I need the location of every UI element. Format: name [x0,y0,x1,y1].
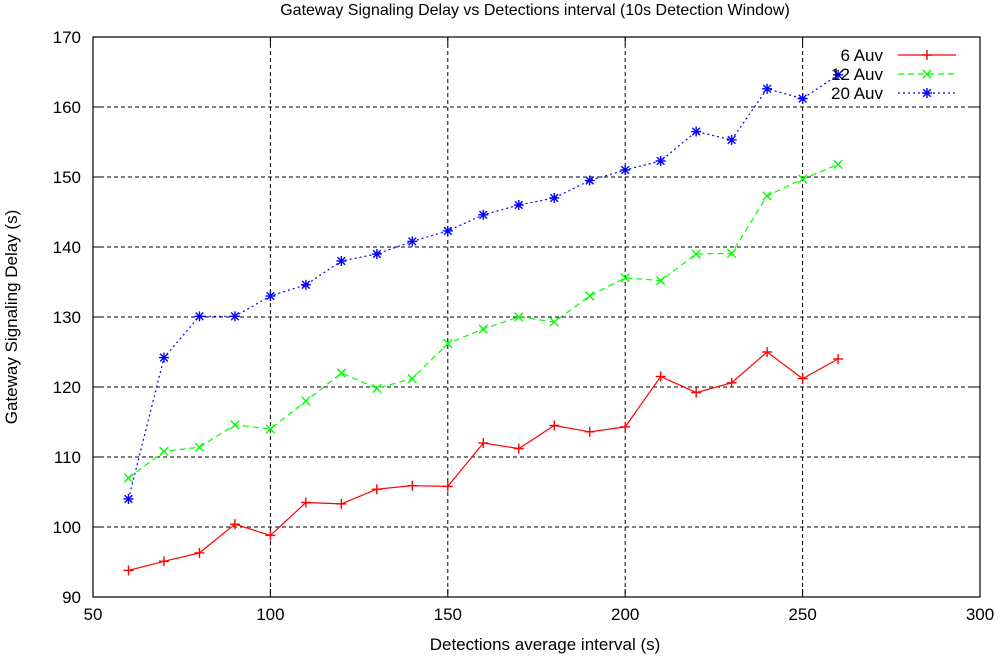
data-point-20-auv [797,93,808,104]
data-point-6-auv [833,354,844,364]
data-point-6-auv [549,420,560,431]
data-point-20-auv [549,193,560,203]
data-point-6-auv [371,484,382,495]
data-point-20-auv [229,311,240,322]
x-tick-label: 250 [788,605,816,624]
y-tick-label: 130 [53,308,81,327]
data-point-6-auv [797,373,808,384]
data-point-6-auv [194,547,205,558]
data-point-6-auv [229,519,240,530]
data-point-12-auv [549,317,559,327]
data-point-12-auv [833,159,843,170]
data-point-20-auv [336,256,347,266]
data-point-12-auv [301,396,311,406]
data-point-6-auv [336,498,347,509]
grid-lines [93,37,980,597]
legend-label-20-auv: 20 Auv [831,84,883,103]
legend-marker-6-auv [922,50,932,60]
data-point-20-auv [371,249,382,259]
y-tick-label: 120 [53,378,81,397]
y-tick-label: 110 [54,448,81,467]
legend-marker-12-auv [922,69,932,79]
axis-ticks: 50 100 150 200 250 300 90 100 110 120 130 140 150 160… [53,28,995,624]
data-point-6-auv [762,347,773,357]
data-point-6-auv [513,443,524,454]
data-point-20-auv [194,311,205,322]
legend-marker-20-auv [922,88,932,98]
data-point-20-auv [620,165,631,175]
data-point-20-auv [691,126,702,137]
y-tick-label: 90 [62,588,81,607]
data-point-20-auv [584,175,595,186]
data-point-12-auv [691,249,701,259]
data-point-20-auv [833,69,844,80]
data-point-12-auv [726,248,737,258]
x-tick-label: 50 [84,605,103,624]
chart-title: Gateway Signaling Delay vs Detections in… [280,2,790,19]
data-point-20-auv [655,155,666,166]
data-point-6-auv [123,565,134,576]
data-point-12-auv [265,424,276,434]
data-point-12-auv [514,312,524,322]
data-point-6-auv [691,387,702,398]
data-point-12-auv [194,442,205,452]
data-point-12-auv [443,338,453,349]
data-point-6-auv [158,556,169,567]
data-point-12-auv [797,174,808,184]
x-tick-label: 300 [966,605,994,624]
x-tick-label: 100 [256,605,284,624]
data-point-20-auv [726,134,737,145]
data-point-20-auv [442,225,453,236]
data-point-6-auv [300,497,311,508]
data-point-6-auv [584,426,595,437]
data-point-12-auv [655,275,666,286]
data-point-20-auv [123,494,134,504]
data-point-6-auv [407,480,418,491]
x-tick-label: 150 [434,605,462,624]
data-point-6-auv [442,481,453,492]
data-point-20-auv [158,352,169,363]
data-point-12-auv [407,373,418,384]
legend-label-6-auv: 6 Auv [840,46,883,65]
data-point-6-auv [620,421,631,432]
data-point-12-auv [123,473,134,483]
data-point-20-auv [265,291,276,301]
y-axis-title: Gateway Signaling Delay (s) [2,210,21,424]
data-point-6-auv [655,371,666,382]
data-point-12-auv [372,383,382,394]
data-point-12-auv [336,368,347,378]
x-tick-label: 200 [611,605,639,624]
y-tick-label: 170 [53,28,81,47]
legend-label-12-auv: 12 Auv [831,65,883,84]
y-tick-label: 140 [53,238,81,257]
y-tick-label: 100 [53,518,81,537]
y-tick-label: 160 [53,98,81,117]
data-point-12-auv [585,291,595,301]
data-point-6-auv [478,438,489,448]
data-point-6-auv [726,377,737,388]
series-layer [123,69,844,576]
data-point-6-auv [265,530,276,541]
data-point-12-auv [230,420,240,430]
data-point-12-auv [159,446,169,457]
y-tick-label: 150 [53,168,81,187]
data-point-20-auv [300,279,311,290]
x-axis-title: Detections average interval (s) [430,635,661,654]
data-point-20-auv [407,236,418,247]
data-point-20-auv [762,83,773,94]
data-point-12-auv [762,191,772,201]
data-point-12-auv [620,273,630,283]
data-point-12-auv [478,324,488,334]
data-point-20-auv [513,200,524,210]
data-point-20-auv [478,209,489,220]
